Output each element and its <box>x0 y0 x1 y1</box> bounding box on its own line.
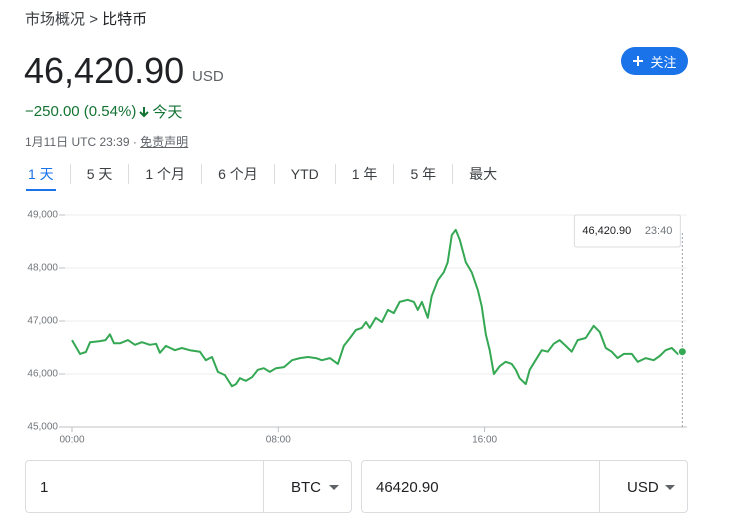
currency: USD <box>192 68 224 85</box>
y-tick-label: 48,000 <box>27 263 58 274</box>
range-tab[interactable]: 1 年 <box>334 164 394 184</box>
range-tab[interactable]: 1 个月 <box>128 164 201 184</box>
range-tab[interactable]: 最大 <box>452 164 513 184</box>
breadcrumb-separator: > <box>89 11 98 28</box>
y-tick-label: 47,000 <box>27 316 58 327</box>
result-value: 46420.90 <box>376 479 439 496</box>
chart: 45,000 46,000 47,000 48,000 49,000 00:00 08:00… <box>27 210 687 446</box>
plus-icon <box>633 56 644 66</box>
breadcrumb-link[interactable]: 市场概况 <box>25 11 86 28</box>
x-tick-label: 16:00 <box>472 435 497 446</box>
price-change: −250.00 (0.54%) 今天 <box>25 101 182 122</box>
result-input[interactable]: 46420.90 USD <box>361 460 688 513</box>
disclaimer-link[interactable]: 免责声明 <box>140 135 189 149</box>
dropdown-arrow <box>665 485 675 490</box>
current-point <box>677 347 687 357</box>
follow-label: 关注 <box>650 54 677 70</box>
x-tick-label: 08:00 <box>266 435 291 446</box>
change-period: 今天 <box>152 104 183 121</box>
x-tick-label: 00:00 <box>59 435 84 446</box>
y-tick-label: 46,000 <box>27 369 58 380</box>
y-tick-label: 49,000 <box>27 210 58 221</box>
tooltip-value: 46,420.90 <box>582 225 631 237</box>
timestamp-row: 1月11日 UTC 23:39 · 免责声明 <box>25 133 188 150</box>
breadcrumb-current: 比特币 <box>102 11 148 28</box>
tooltip <box>573 214 681 248</box>
to-currency[interactable]: USD <box>599 461 687 512</box>
range-tab[interactable]: YTD <box>273 164 335 184</box>
follow-button[interactable]: 关注 <box>621 47 688 75</box>
range-tab[interactable]: 6 个月 <box>201 164 274 184</box>
range-tab[interactable]: 5 年 <box>393 164 452 184</box>
amount-input[interactable]: 1 BTC <box>25 460 352 513</box>
y-tick-label: 45,000 <box>27 422 58 433</box>
price-line <box>71 228 683 388</box>
range-tab[interactable]: 5 天 <box>69 164 129 184</box>
range-tab[interactable]: 1 天 <box>12 164 70 191</box>
timestamp: 1月11日 UTC 23:39 · <box>25 135 137 149</box>
dropdown-arrow <box>329 485 339 490</box>
amount-value: 1 <box>40 479 49 496</box>
price: 46,420.90 <box>24 50 185 91</box>
change-value: −250.00 (0.54%) <box>25 103 137 120</box>
breadcrumb: 市场概况 > 比特币 <box>25 8 147 29</box>
tooltip-time: 23:40 <box>645 225 673 237</box>
down-arrow <box>139 106 150 117</box>
from-currency[interactable]: BTC <box>263 461 351 512</box>
